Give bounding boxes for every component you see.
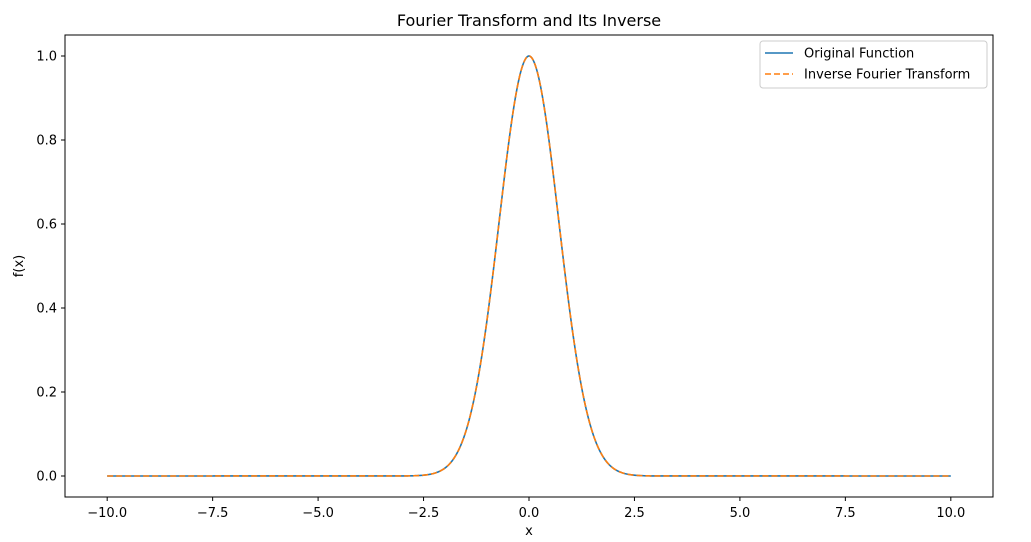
y-axis: 0.0 0.2 0.4 0.6 0.8 1.0 [36, 50, 65, 485]
legend: Original Function Inverse Fourier Transfo… [759, 40, 988, 89]
x-tick-label: 10.0 [936, 506, 965, 521]
y-tick-label: 0.2 [36, 386, 57, 401]
x-tick-label: 0.0 [519, 506, 540, 521]
x-tick-label: −7.5 [197, 506, 229, 521]
y-tick-label: 0.8 [36, 134, 57, 149]
legend-box [759, 40, 988, 89]
chart-title: Fourier Transform and Its Inverse [397, 11, 661, 30]
series-line-2 [107, 55, 951, 477]
y-axis-label: f(x) [12, 255, 27, 277]
legend-label-2: Inverse Fourier Transform [804, 68, 970, 83]
legend-label-1: Original Function [804, 47, 914, 62]
x-tick-label: 2.5 [624, 506, 645, 521]
x-tick-label: 5.0 [730, 506, 751, 521]
x-tick-label: −10.0 [87, 506, 127, 521]
y-tick-label: 1.0 [36, 50, 57, 65]
x-axis: −10.0 −7.5 −5.0 −2.5 0.0 2.5 5.0 7.5 10.0 [87, 497, 965, 521]
y-tick-label: 0.6 [36, 218, 57, 233]
y-tick-label: 0.0 [36, 470, 57, 485]
x-tick-label: 7.5 [835, 506, 856, 521]
y-tick-label: 0.4 [36, 302, 57, 317]
x-axis-label: x [525, 524, 533, 539]
x-tick-label: −2.5 [408, 506, 440, 521]
x-tick-label: −5.0 [302, 506, 334, 521]
